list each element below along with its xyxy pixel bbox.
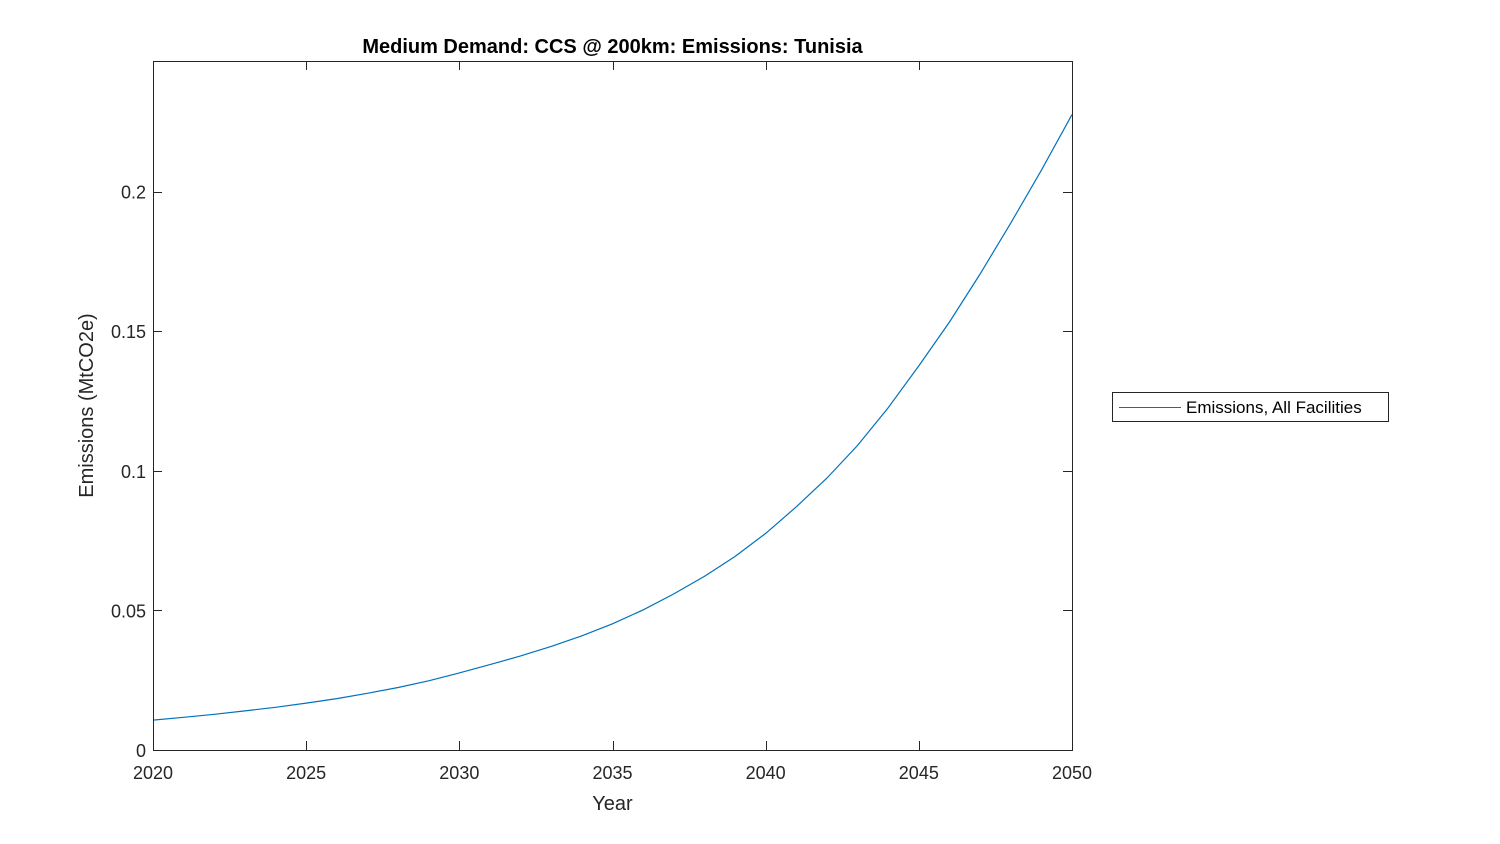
x-tick-label: 2025 (286, 763, 326, 783)
x-tick-label: 2035 (592, 763, 632, 783)
x-tick-label: 2050 (1052, 763, 1092, 783)
y-axis-label: Emissions (MtCO2e) (76, 313, 98, 497)
y-tick-label: 0.2 (121, 183, 146, 203)
plot-content (152, 114, 1073, 721)
axis-ticks: 2020 2025 2030 2035 2040 2045 2050 0 0.05 0.1 0.15… (111, 61, 1092, 783)
y-tick-label: 0 (136, 741, 146, 761)
x-tick-label: 2040 (746, 763, 786, 783)
x-tick-label: 2020 (133, 763, 173, 783)
x-tick-label: 2045 (899, 763, 939, 783)
plot-area (153, 61, 1072, 750)
y-tick-label: 0.05 (111, 601, 146, 621)
chart-title: Medium Demand: CCS @ 200km: Emissions: T… (362, 36, 863, 58)
legend-label: Emissions, All Facilities (1186, 398, 1362, 417)
y-tick-label: 0.1 (121, 462, 146, 482)
x-tick-label: 2030 (439, 763, 479, 783)
x-axis-label: Year (592, 793, 633, 815)
legend: Emissions, All Facilities (1112, 392, 1389, 422)
series-line (152, 114, 1073, 721)
y-tick-label: 0.15 (111, 322, 146, 342)
plot-frame (153, 61, 1073, 751)
